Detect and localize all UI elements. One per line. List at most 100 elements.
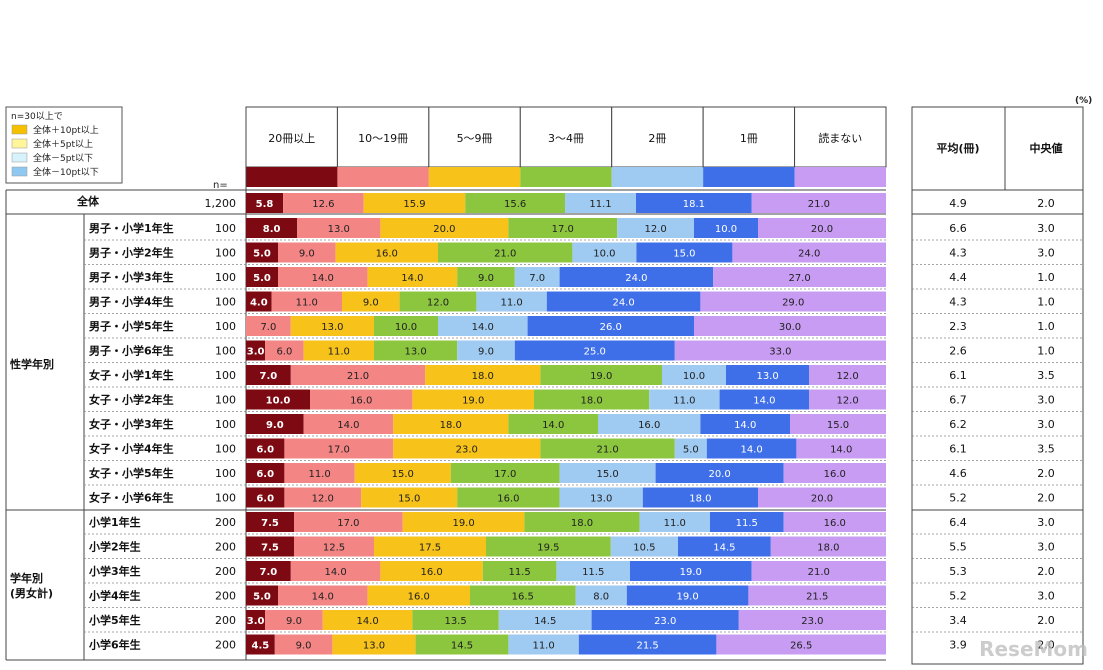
- bar-data-label: 18.0: [689, 494, 711, 505]
- bar-segment: [246, 316, 291, 336]
- n-value: 100: [215, 271, 236, 284]
- bar-data-label: 7.0: [260, 371, 278, 382]
- bar-segment: [674, 340, 886, 361]
- bar-segment: [578, 634, 717, 655]
- median-value: 2.0: [1037, 565, 1055, 578]
- row-label: 女子・小学6年生: [89, 491, 174, 505]
- bar-segment: [412, 389, 534, 410]
- average-value: 3.9: [949, 639, 967, 652]
- bar-segment: [284, 487, 362, 508]
- series-header-box: [611, 106, 704, 168]
- bar-segment: [482, 561, 557, 581]
- median-value: 3.0: [1037, 590, 1055, 603]
- row-label: 男子・小学5年生: [89, 319, 174, 333]
- average-value: 6.7: [949, 394, 967, 407]
- bar-segment: [374, 536, 486, 557]
- bar-data-label: 21.0: [347, 371, 369, 382]
- bar-segment: [700, 291, 886, 312]
- n-value: 200: [215, 614, 236, 627]
- bar-data-label: 23.0: [654, 616, 676, 627]
- bar-segment: [246, 218, 298, 238]
- bar-data-label: 12.0: [836, 371, 858, 382]
- bar-segment: [246, 634, 275, 655]
- bar-segment: [246, 193, 284, 213]
- bar-data-label: 11.0: [308, 469, 330, 480]
- bar-data-label: 11.5: [508, 567, 530, 578]
- stats-table-frame: [911, 106, 1084, 665]
- series-header-swatch: [428, 167, 521, 187]
- bar-data-label: 15.0: [392, 469, 414, 480]
- bar-data-label: 4.5: [252, 641, 270, 652]
- median-value: 3.0: [1037, 222, 1055, 235]
- bar-segment: [636, 242, 733, 263]
- bar-segment: [508, 634, 579, 655]
- bar-segment: [470, 585, 576, 606]
- bar-data-label: 5.8: [256, 199, 274, 210]
- bar-segment: [246, 487, 285, 508]
- bar-segment: [575, 585, 627, 606]
- bar-segment: [380, 561, 483, 581]
- row-label: 小学6年生: [88, 638, 141, 652]
- bar-data-label: 21.0: [808, 567, 830, 578]
- bar-data-label: 16.0: [497, 494, 519, 505]
- bar-data-label: 5.0: [683, 445, 699, 456]
- bar-data-label: 20.0: [708, 469, 730, 480]
- bar-data-label: 21.0: [808, 199, 830, 210]
- bar-data-label: 26.5: [790, 641, 812, 652]
- legend-swatch-plus10: [11, 124, 28, 135]
- bar-data-label: 15.0: [673, 249, 695, 260]
- bar-data-label: 10.5: [633, 543, 655, 554]
- row-label: 男子・小学2年生: [89, 246, 174, 260]
- bar-data-label: 16.0: [824, 469, 846, 480]
- bar-data-label: 6.0: [276, 347, 292, 358]
- bar-segment: [438, 242, 573, 263]
- bar-segment: [758, 218, 886, 238]
- bar-data-label: 18.0: [817, 543, 839, 554]
- bar-data-label: 19.5: [537, 543, 559, 554]
- bar-segment: [751, 561, 886, 581]
- bar-data-label: 18.0: [571, 518, 593, 529]
- average-value: 4.4: [949, 271, 967, 284]
- bar-segment: [246, 585, 278, 606]
- bar-data-label: 12.0: [644, 224, 666, 235]
- average-value: 4.6: [949, 467, 967, 480]
- bar-data-label: 7.5: [261, 543, 279, 554]
- bar-data-label: 14.0: [312, 273, 334, 284]
- bar-data-label: 14.0: [830, 445, 852, 456]
- bar-segment: [540, 438, 675, 459]
- bars: 5.8 12.6 15.9 15.6 11.1 18.1 21.0 8.0 13.0 20.0 17…: [246, 193, 886, 655]
- bar-segment: [246, 267, 278, 287]
- bar-segment: [361, 487, 458, 508]
- bar-segment: [591, 610, 739, 630]
- median-value: 3.5: [1037, 369, 1055, 382]
- bar-segment: [706, 438, 797, 459]
- series-header-box: [245, 106, 338, 168]
- bar-data-label: 9.0: [299, 249, 315, 260]
- legend-swatch-minus5: [11, 152, 28, 163]
- bar-segment: [598, 414, 701, 434]
- stats-header-median: 中央値: [1030, 141, 1063, 155]
- bar-segment: [700, 414, 790, 434]
- average-value: 6.2: [949, 418, 967, 431]
- row-label: 女子・小学4年生: [89, 442, 174, 456]
- n-value: 200: [215, 590, 236, 603]
- average-value: 3.4: [949, 614, 967, 627]
- bar-segment: [265, 610, 323, 630]
- bar-data-label: 16.0: [638, 420, 660, 431]
- row-label: 男子・小学3年生: [89, 270, 174, 284]
- bar-segment: [790, 414, 886, 434]
- bar-segment: [246, 389, 310, 410]
- n-value: 100: [215, 394, 236, 407]
- row-label: 小学3年生: [88, 564, 141, 578]
- series-header-swatch: [794, 167, 886, 187]
- n-value: 200: [215, 565, 236, 578]
- bar-segment: [559, 463, 656, 483]
- row-label: 男子・小学6年生: [89, 344, 174, 358]
- bar-segment: [514, 267, 560, 287]
- bar-data-label: 23.0: [801, 616, 823, 627]
- bar-data-label: 14.5: [534, 616, 556, 627]
- bar-segment: [246, 610, 266, 630]
- bar-segment: [809, 389, 886, 410]
- bar-segment: [674, 438, 707, 459]
- median-value: 3.0: [1037, 541, 1055, 554]
